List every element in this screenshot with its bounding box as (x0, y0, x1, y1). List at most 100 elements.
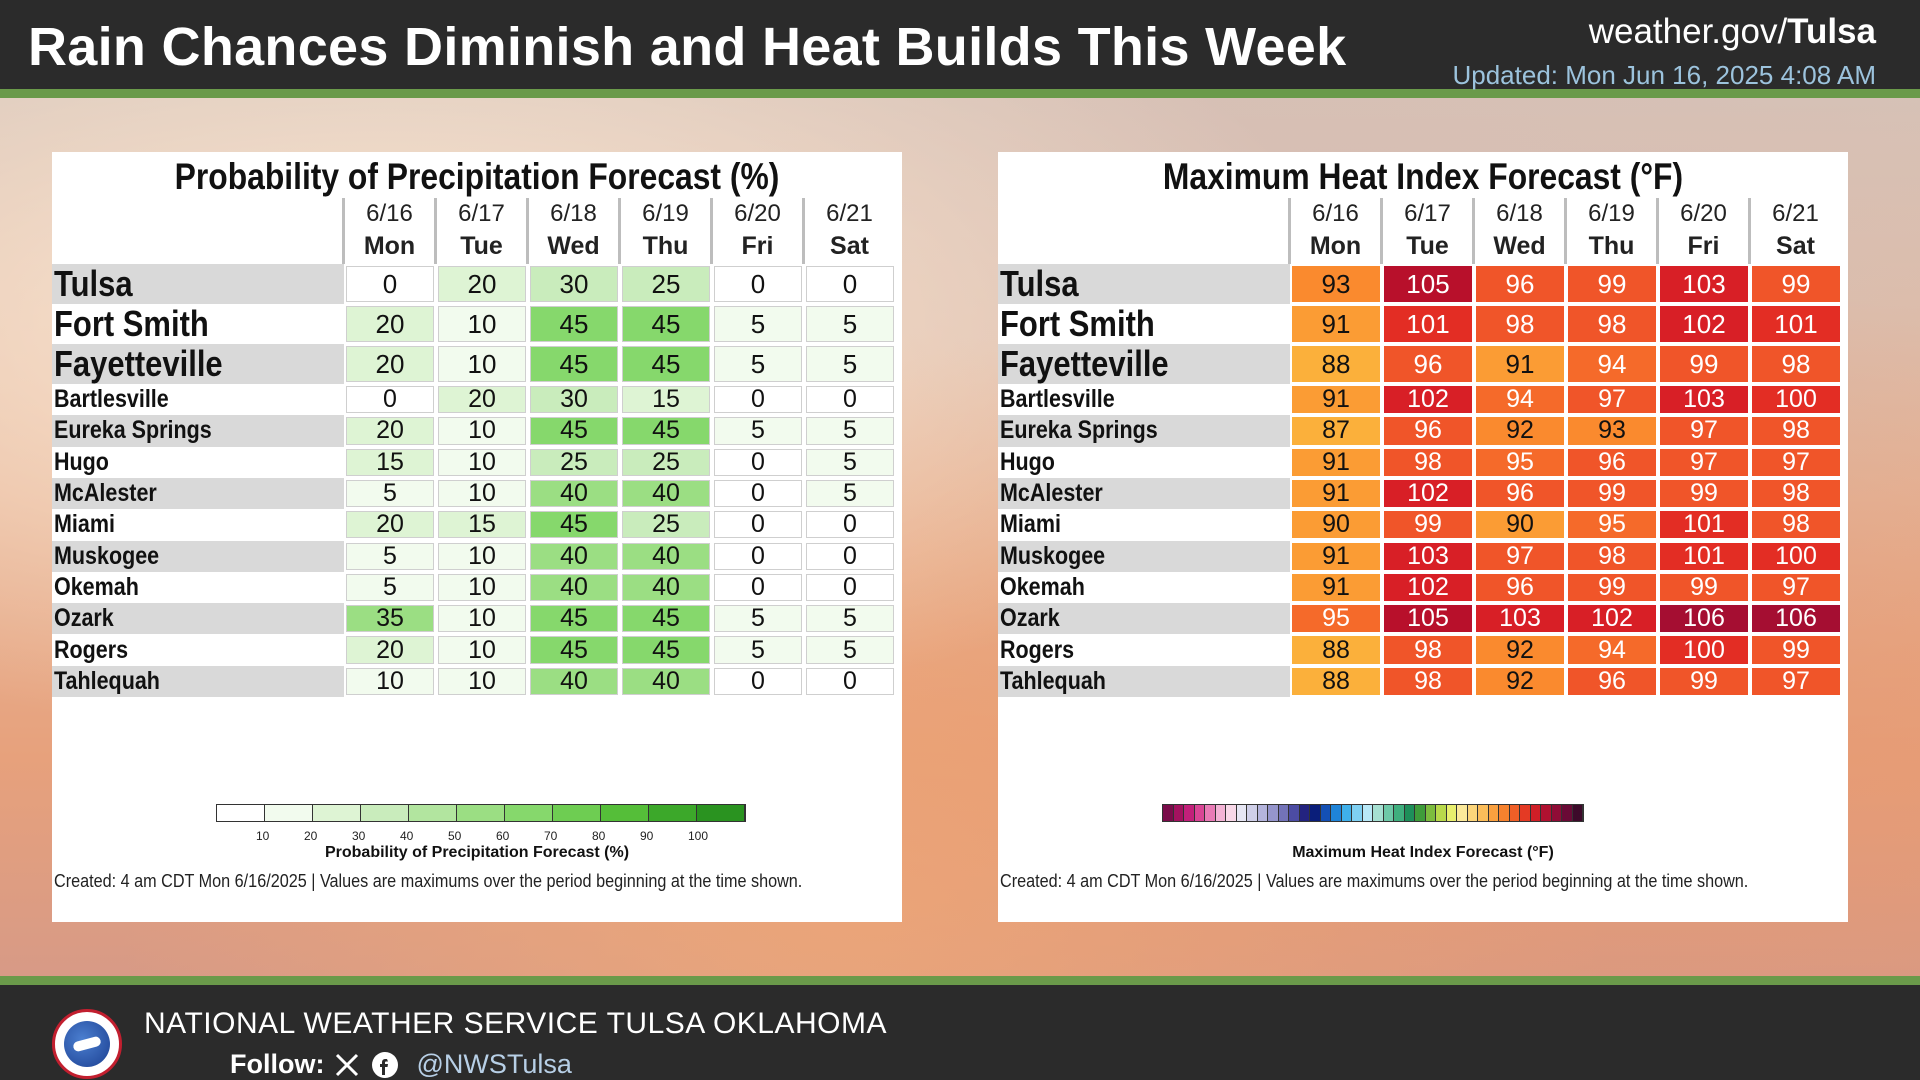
heat-index-cell: 100 (1752, 542, 1840, 570)
pop-cell: 45 (622, 346, 710, 382)
heat-index-cell: 105 (1384, 266, 1472, 302)
site-office: Tulsa (1787, 12, 1876, 51)
heat-index-cell: 98 (1752, 346, 1840, 382)
heat-legend-title: Maximum Heat Index Forecast (°F) (1292, 844, 1554, 861)
day-header-heat: 6/18 Wed (1472, 198, 1564, 264)
heat-index-cell: 99 (1660, 346, 1748, 382)
pop-cell: 40 (622, 667, 710, 695)
heat-index-cell: 99 (1384, 510, 1472, 539)
city-name: Eureka Springs (52, 415, 344, 447)
day-header-pop: 6/18 Wed (526, 198, 618, 264)
heat-index-cell: 102 (1384, 479, 1472, 508)
heat-panel-title: Maximum Heat Index Forecast (°F) (1162, 156, 1684, 197)
heat-created-note: Created: 4 am CDT Mon 6/16/2025 | Values… (1000, 871, 1749, 891)
city-name: Fayetteville (998, 343, 1290, 384)
pop-cell: 20 (346, 416, 434, 445)
pop-cell: 40 (622, 479, 710, 508)
heat-index-cell: 101 (1384, 306, 1472, 342)
day-date: 6/16 (1312, 200, 1359, 227)
day-name: Tue (1406, 232, 1449, 260)
heat-index-cell: 93 (1568, 416, 1656, 445)
day-name: Thu (642, 232, 689, 260)
heat-index-cell: 96 (1568, 448, 1656, 476)
pop-cell: 0 (714, 266, 802, 302)
pop-cell: 0 (714, 448, 802, 476)
heat-index-cell: 106 (1752, 604, 1840, 633)
table-row: Ozark 95 105 103 102 106 106 (998, 603, 1842, 635)
heat-index-cell: 95 (1292, 604, 1380, 633)
day-name: Sat (830, 232, 869, 260)
table-row: Eureka Springs 20 10 45 45 5 5 (52, 415, 896, 447)
heat-index-cell: 90 (1476, 510, 1564, 539)
pop-cell: 0 (714, 479, 802, 508)
pop-cell: 40 (530, 573, 618, 602)
day-date: 6/21 (1772, 200, 1819, 227)
pop-cell: 0 (806, 266, 894, 302)
pop-cell: 5 (714, 604, 802, 633)
pop-created-note: Created: 4 am CDT Mon 6/16/2025 | Values… (54, 871, 803, 891)
heat-color-legend (1162, 804, 1584, 822)
city-name: Okemah (54, 572, 139, 601)
heat-index-cell: 102 (1660, 306, 1748, 342)
site-link[interactable]: weather.gov/Tulsa (1589, 12, 1876, 52)
heat-index-cell: 96 (1476, 266, 1564, 302)
pop-cell: 5 (714, 306, 802, 342)
legend-tick-label: 40 (400, 829, 414, 843)
heat-index-cell: 91 (1476, 346, 1564, 382)
pop-cell: 20 (346, 510, 434, 539)
day-name: Thu (1588, 232, 1635, 260)
site-prefix: weather.gov/ (1588, 12, 1788, 51)
heat-index-cell: 97 (1752, 573, 1840, 602)
day-date: 6/19 (1588, 200, 1635, 227)
city-name: Fort Smith (54, 303, 209, 344)
follow-label: Follow: (230, 1049, 325, 1079)
heat-index-cell: 102 (1568, 604, 1656, 633)
nws-logo-icon (52, 1009, 122, 1079)
table-row: Fort Smith 91 101 98 98 102 101 (998, 303, 1842, 344)
day-name: Mon (363, 232, 416, 260)
city-name: Okemah (1000, 572, 1085, 601)
table-row: Fayetteville 88 96 91 94 99 98 (998, 343, 1842, 384)
pop-cell: 0 (806, 667, 894, 695)
pop-cell: 5 (714, 416, 802, 445)
facebook-icon[interactable] (370, 1050, 400, 1080)
pop-cell: 40 (530, 542, 618, 570)
social-handle[interactable]: @NWSTulsa (416, 1049, 572, 1079)
pop-cell: 0 (806, 573, 894, 602)
day-name: Wed (547, 232, 600, 260)
pop-cell: 45 (622, 604, 710, 633)
pop-cell: 5 (346, 479, 434, 508)
heat-index-cell: 98 (1752, 479, 1840, 508)
heat-index-cell: 97 (1476, 542, 1564, 570)
pop-cell: 20 (346, 306, 434, 342)
heat-index-cell: 105 (1384, 604, 1472, 633)
pop-cell: 40 (622, 542, 710, 570)
pop-cell: 0 (346, 385, 434, 414)
heat-index-cell: 97 (1660, 416, 1748, 445)
x-logo-icon[interactable] (332, 1050, 362, 1080)
heat-index-cell: 91 (1292, 385, 1380, 414)
pop-cell: 30 (530, 385, 618, 414)
table-row: Bartlesville 0 20 30 15 0 0 (52, 384, 896, 415)
pop-cell: 20 (346, 346, 434, 382)
table-row: Hugo 91 98 95 96 97 97 (998, 447, 1842, 478)
heat-index-cell: 87 (1292, 416, 1380, 445)
city-name: Tahlequah (52, 665, 344, 697)
city-name: Ozark (998, 603, 1290, 635)
legend-tick-label: 90 (640, 829, 654, 843)
day-header-pop: 6/16 Mon (342, 198, 434, 264)
city-name: McAlester (52, 477, 344, 510)
city-name: Bartlesville (1000, 385, 1115, 414)
pop-cell: 5 (806, 604, 894, 633)
pop-cell: 45 (530, 604, 618, 633)
day-name: Wed (1493, 232, 1546, 260)
pop-forecast-panel: Probability of Precipitation Forecast (%… (52, 152, 902, 922)
day-date: 6/17 (458, 200, 505, 227)
table-row: Miami 20 15 45 25 0 0 (52, 509, 896, 540)
heat-index-cell: 91 (1292, 542, 1380, 570)
heat-index-cell: 101 (1660, 542, 1748, 570)
pop-cell: 0 (806, 385, 894, 414)
pop-cell: 10 (438, 636, 526, 664)
pop-cell: 25 (622, 266, 710, 302)
day-name: Fri (741, 232, 774, 260)
